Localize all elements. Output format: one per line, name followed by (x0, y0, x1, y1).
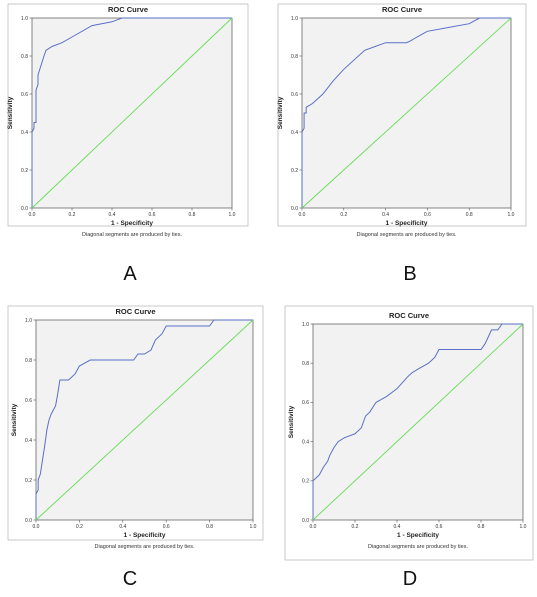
y-tick-label: 0.4 (21, 130, 28, 136)
ties-note: Diagonal segments are produced by ties. (82, 232, 182, 238)
y-tick-label: 0.2 (21, 168, 28, 174)
x-tick-label: 0.0 (299, 212, 306, 218)
y-tick-label: 0.0 (302, 518, 309, 524)
chart-panel-a: ROC Curve 0.0 0.2 0.4 0.6 0.8 1.0 0.0 0.2 0.4 0.6 0… (7, 3, 249, 285)
y-tick-label: 1.0 (25, 318, 32, 324)
y-tick-label: 1.0 (21, 16, 28, 22)
y-tick-label: 0.0 (21, 206, 28, 212)
y-tick-label: 0.8 (302, 361, 309, 367)
chart-title: ROC Curve (389, 311, 429, 320)
y-tick-label: 0.4 (302, 439, 309, 445)
chart-title: ROC Curve (382, 5, 422, 14)
y-tick-label: 0.8 (291, 54, 298, 60)
panel-letter: D (403, 568, 417, 590)
x-tick-label: 0.2 (69, 212, 76, 218)
x-tick-label: 0.2 (76, 524, 83, 530)
y-tick-label: 0.2 (25, 478, 32, 484)
y-tick-label: 0.4 (25, 438, 32, 444)
x-tick-label: 0.4 (394, 524, 401, 530)
x-tick-label: 0.6 (424, 212, 431, 218)
y-axis-label: Sensitivity (288, 405, 295, 438)
y-tick-label: 0.2 (302, 479, 309, 485)
y-tick-label: 1.0 (302, 322, 309, 328)
x-tick-label: 0.8 (466, 212, 473, 218)
x-tick-label: 0.2 (340, 212, 347, 218)
x-tick-label: 0.8 (478, 524, 485, 530)
x-tick-label: 0.8 (189, 212, 196, 218)
reference-diagonal-line (31, 17, 233, 209)
reference-diagonal-line (312, 323, 524, 521)
x-tick-label: 0.8 (206, 524, 213, 530)
x-axis-label: 1 - Specificity (111, 220, 153, 227)
x-tick-label: 1.0 (250, 524, 257, 530)
chart-title: ROC Curve (115, 307, 155, 316)
y-tick-label: 0.8 (25, 358, 32, 364)
x-tick-label: 0.6 (149, 212, 156, 218)
x-tick-label: 1.0 (508, 212, 515, 218)
y-tick-label: 0.4 (291, 130, 298, 136)
panel-letter: C (123, 568, 137, 590)
x-tick-label: 0.6 (163, 524, 170, 530)
ties-note: Diagonal segments are produced by ties. (368, 544, 468, 550)
roc-curve-line (301, 17, 511, 208)
y-tick-label: 0.6 (25, 398, 32, 404)
x-tick-label: 0.0 (29, 212, 36, 218)
y-tick-label: 0.2 (291, 168, 298, 174)
x-tick-label: 0.6 (436, 524, 443, 530)
y-tick-label: 0.0 (291, 206, 298, 212)
roc-curve-line (35, 319, 253, 520)
y-axis-label: Sensitivity (277, 96, 284, 129)
roc-curve-line (31, 17, 232, 208)
y-tick-label: 0.8 (21, 54, 28, 60)
x-tick-label: 1.0 (229, 212, 236, 218)
x-tick-label: 1.0 (520, 524, 527, 530)
x-axis-label: 1 - Specificity (397, 532, 439, 539)
y-tick-label: 0.6 (291, 92, 298, 98)
chart-panel-b: ROC Curve 0.0 0.2 0.4 0.6 0.8 1.0 0.0 0.2 0.4 0.6 0… (277, 3, 527, 285)
x-tick-label: 0.0 (310, 524, 317, 530)
y-tick-label: 1.0 (291, 16, 298, 22)
x-tick-label: 0.4 (109, 212, 116, 218)
reference-diagonal-line (35, 319, 254, 521)
ties-note: Diagonal segments are produced by ties. (95, 544, 195, 550)
x-tick-label: 0.0 (33, 524, 40, 530)
y-tick-label: 0.0 (25, 518, 32, 524)
roc-curve-line (312, 323, 523, 520)
y-axis-label: Sensitivity (7, 96, 14, 129)
y-tick-label: 0.6 (302, 400, 309, 406)
chart-panel-c: ROC Curve 0.0 0.2 0.4 0.6 0.8 1.0 0.0 0.2 0.4 0.6 0… (7, 305, 264, 590)
x-tick-label: 0.4 (119, 524, 126, 530)
y-tick-label: 0.6 (21, 92, 28, 98)
y-axis-label: Sensitivity (11, 403, 18, 436)
x-axis-label: 1 - Specificity (386, 220, 428, 227)
x-tick-label: 0.4 (382, 212, 389, 218)
panel-letter: A (123, 263, 137, 285)
reference-diagonal-line (301, 17, 512, 209)
chart-panel-d: ROC Curve 0.0 0.2 0.4 0.6 0.8 1.0 0.0 0.2 0.4 0.6 0… (284, 305, 534, 590)
chart-title: ROC Curve (108, 5, 148, 14)
x-axis-label: 1 - Specificity (124, 532, 166, 539)
panel-letter: B (403, 263, 416, 285)
x-tick-label: 0.2 (352, 524, 359, 530)
ties-note: Diagonal segments are produced by ties. (357, 232, 457, 238)
